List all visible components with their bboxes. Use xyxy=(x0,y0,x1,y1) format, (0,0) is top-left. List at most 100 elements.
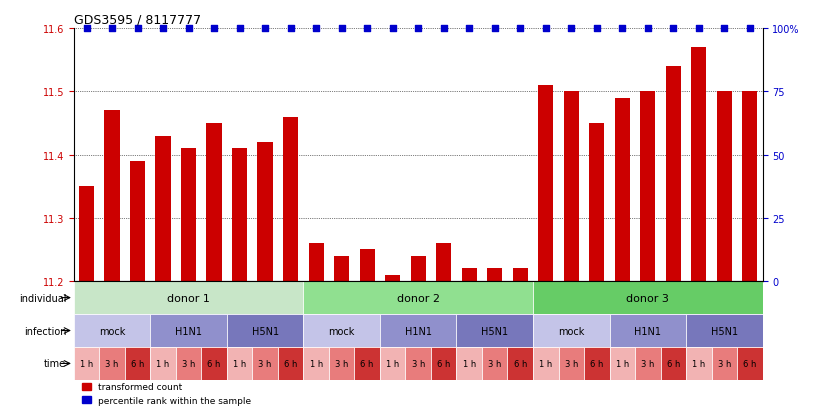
Text: H1N1: H1N1 xyxy=(405,326,431,336)
Text: 6 h: 6 h xyxy=(742,359,756,368)
Bar xyxy=(563,92,578,282)
FancyBboxPatch shape xyxy=(303,282,532,314)
FancyBboxPatch shape xyxy=(532,347,558,380)
Point xyxy=(666,26,679,32)
Point xyxy=(360,26,373,32)
Text: 6 h: 6 h xyxy=(590,359,603,368)
Text: 3 h: 3 h xyxy=(411,359,424,368)
Point xyxy=(640,26,654,32)
Bar xyxy=(486,269,502,282)
FancyBboxPatch shape xyxy=(686,314,762,347)
Bar xyxy=(461,269,477,282)
FancyBboxPatch shape xyxy=(456,347,482,380)
Legend: transformed count, percentile rank within the sample: transformed count, percentile rank withi… xyxy=(79,379,255,408)
FancyBboxPatch shape xyxy=(227,314,303,347)
FancyBboxPatch shape xyxy=(532,314,609,347)
FancyBboxPatch shape xyxy=(532,282,762,314)
Bar xyxy=(385,275,400,282)
Text: 1 h: 1 h xyxy=(691,359,704,368)
Point xyxy=(131,26,144,32)
FancyBboxPatch shape xyxy=(456,314,532,347)
Point xyxy=(258,26,271,32)
Text: 1 h: 1 h xyxy=(462,359,475,368)
FancyBboxPatch shape xyxy=(711,347,736,380)
FancyBboxPatch shape xyxy=(583,347,609,380)
Text: GDS3595 / 8117777: GDS3595 / 8117777 xyxy=(74,13,201,26)
Point xyxy=(717,26,730,32)
Bar xyxy=(665,67,680,282)
FancyBboxPatch shape xyxy=(558,347,583,380)
Point xyxy=(411,26,424,32)
Text: 3 h: 3 h xyxy=(640,359,654,368)
FancyBboxPatch shape xyxy=(74,282,303,314)
Bar xyxy=(181,149,196,282)
Bar xyxy=(206,123,221,282)
Text: 6 h: 6 h xyxy=(666,359,679,368)
FancyBboxPatch shape xyxy=(278,347,303,380)
Bar xyxy=(156,136,170,282)
Point xyxy=(386,26,399,32)
Text: infection: infection xyxy=(24,326,66,336)
Text: H1N1: H1N1 xyxy=(634,326,660,336)
Point xyxy=(207,26,220,32)
FancyBboxPatch shape xyxy=(201,347,227,380)
Text: donor 1: donor 1 xyxy=(167,293,210,303)
Point xyxy=(462,26,475,32)
Point xyxy=(437,26,450,32)
FancyBboxPatch shape xyxy=(328,347,354,380)
Text: 1 h: 1 h xyxy=(233,359,246,368)
Bar xyxy=(333,256,349,282)
Bar xyxy=(537,86,553,282)
FancyBboxPatch shape xyxy=(686,347,711,380)
Text: mock: mock xyxy=(99,326,125,336)
Text: 3 h: 3 h xyxy=(335,359,348,368)
Bar xyxy=(436,244,450,282)
FancyBboxPatch shape xyxy=(405,347,431,380)
Bar xyxy=(257,142,273,282)
Text: 6 h: 6 h xyxy=(437,359,450,368)
FancyBboxPatch shape xyxy=(431,347,456,380)
Text: donor 3: donor 3 xyxy=(626,293,668,303)
Text: H1N1: H1N1 xyxy=(175,326,201,336)
Point xyxy=(615,26,628,32)
Point xyxy=(487,26,500,32)
Bar xyxy=(588,123,604,282)
FancyBboxPatch shape xyxy=(150,314,227,347)
Point xyxy=(742,26,755,32)
Bar xyxy=(512,269,527,282)
Bar xyxy=(690,48,706,282)
FancyBboxPatch shape xyxy=(354,347,379,380)
FancyBboxPatch shape xyxy=(507,347,532,380)
Text: 1 h: 1 h xyxy=(309,359,323,368)
Text: 3 h: 3 h xyxy=(182,359,195,368)
Text: individual: individual xyxy=(19,293,66,303)
Point xyxy=(283,26,296,32)
FancyBboxPatch shape xyxy=(634,347,660,380)
Point xyxy=(335,26,348,32)
Text: 1 h: 1 h xyxy=(615,359,628,368)
Point xyxy=(513,26,526,32)
Text: 6 h: 6 h xyxy=(360,359,373,368)
FancyBboxPatch shape xyxy=(124,347,150,380)
Bar xyxy=(283,117,298,282)
Text: 1 h: 1 h xyxy=(386,359,399,368)
Text: mock: mock xyxy=(328,326,355,336)
Bar xyxy=(104,111,120,282)
FancyBboxPatch shape xyxy=(303,347,328,380)
Point xyxy=(310,26,323,32)
FancyBboxPatch shape xyxy=(99,347,124,380)
Point xyxy=(182,26,195,32)
Bar xyxy=(129,161,145,282)
Text: 6 h: 6 h xyxy=(131,359,144,368)
Text: 3 h: 3 h xyxy=(717,359,730,368)
FancyBboxPatch shape xyxy=(609,314,686,347)
Text: donor 2: donor 2 xyxy=(396,293,439,303)
FancyBboxPatch shape xyxy=(74,347,99,380)
Text: time: time xyxy=(44,358,66,368)
Point xyxy=(539,26,552,32)
FancyBboxPatch shape xyxy=(74,314,150,347)
FancyBboxPatch shape xyxy=(150,347,175,380)
Text: 3 h: 3 h xyxy=(106,359,119,368)
FancyBboxPatch shape xyxy=(379,314,456,347)
Text: 6 h: 6 h xyxy=(283,359,297,368)
